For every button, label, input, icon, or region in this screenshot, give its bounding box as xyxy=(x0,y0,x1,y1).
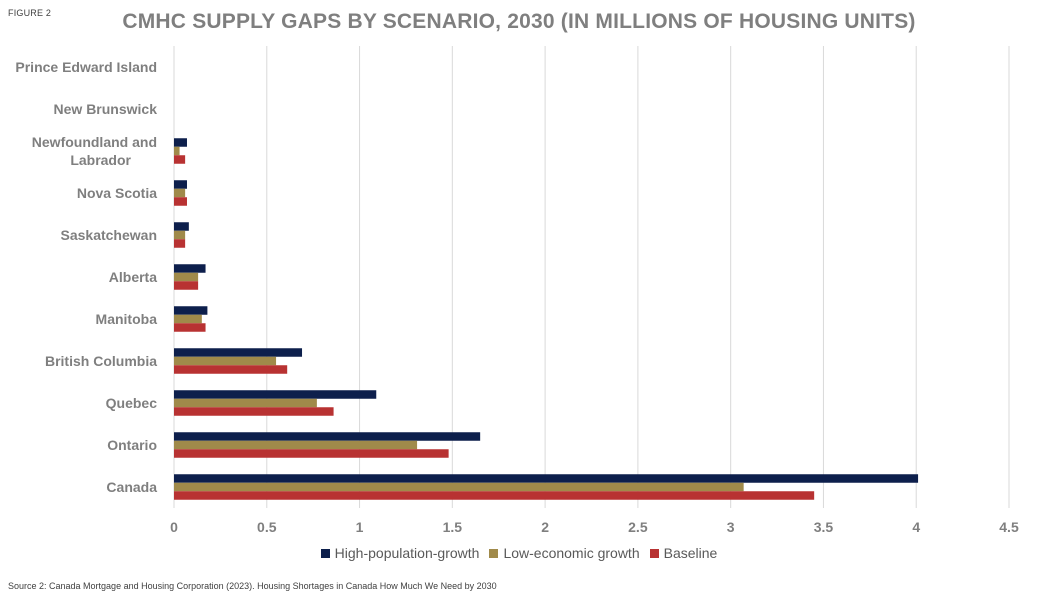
bar-ontario-baseline xyxy=(174,449,449,458)
bar-quebec-low-economic-growth xyxy=(174,398,317,408)
x-tick-label: 4.5 xyxy=(999,519,1019,535)
bar-saskatchewan-low-economic-growth xyxy=(174,230,186,240)
x-tick-labels: 0 0.5 1 1.5 2 2.5 3 3.5 4 4.5 xyxy=(170,519,1019,535)
bar-newfoundland-and-labrador-low-economic-growth xyxy=(174,146,180,156)
category-label-nova-scotia: Nova Scotia xyxy=(77,185,157,201)
bars xyxy=(174,138,919,500)
legend-swatch-low-economic-growth xyxy=(489,548,499,558)
x-tick-label: 1 xyxy=(356,519,364,535)
category-label-canada: Canada xyxy=(106,479,157,495)
x-tick-label: 3.5 xyxy=(814,519,834,535)
legend: High-population-growth Low-economic grow… xyxy=(0,545,1038,561)
legend-label-high-population-growth: High-population-growth xyxy=(334,545,480,561)
bar-alberta-low-economic-growth xyxy=(174,272,199,282)
category-label-new-brunswick: New Brunswick xyxy=(54,101,158,117)
bar-manitoba-high-population-growth xyxy=(174,306,208,315)
legend-swatch-high-population-growth xyxy=(320,548,330,558)
bar-newfoundland-and-labrador-high-population-growth xyxy=(174,138,187,147)
category-label-manitoba: Manitoba xyxy=(96,311,158,327)
gridlines xyxy=(173,46,1010,508)
category-label-ontario: Ontario xyxy=(107,437,157,453)
x-tick-label: 3 xyxy=(727,519,735,535)
category-label-saskatchewan: Saskatchewan xyxy=(61,227,158,243)
bar-british-columbia-low-economic-growth xyxy=(174,356,277,366)
bar-chart: Prince Edward Island New Brunswick Newfoun… xyxy=(15,46,1019,535)
legend-label-baseline: Baseline xyxy=(663,545,718,561)
bar-british-columbia-baseline xyxy=(174,365,288,374)
category-label-quebec: Quebec xyxy=(106,395,158,411)
source-note: Source 2: Canada Mortgage and Housing Co… xyxy=(8,581,497,591)
bar-nova-scotia-low-economic-growth xyxy=(174,188,186,198)
bar-manitoba-low-economic-growth xyxy=(174,314,202,324)
bar-british-columbia-high-population-growth xyxy=(174,348,303,357)
x-tick-label: 1.5 xyxy=(443,519,463,535)
category-label-newfoundland-and-labrador: Newfoundland and Labrador xyxy=(32,134,157,168)
bar-quebec-high-population-growth xyxy=(174,390,377,399)
bar-quebec-baseline xyxy=(174,407,334,416)
figure-label: FIGURE 2 xyxy=(8,8,52,18)
bar-nova-scotia-baseline xyxy=(174,197,187,206)
bar-canada-low-economic-growth xyxy=(174,482,744,492)
bar-canada-baseline xyxy=(174,491,815,500)
legend-label-low-economic-growth: Low-economic growth xyxy=(503,545,640,561)
bar-newfoundland-and-labrador-baseline xyxy=(174,155,186,164)
x-tick-label: 2 xyxy=(541,519,549,535)
x-tick-label: 4 xyxy=(912,519,920,535)
bar-canada-high-population-growth xyxy=(174,474,919,483)
bar-saskatchewan-high-population-growth xyxy=(174,222,189,231)
bar-alberta-high-population-growth xyxy=(174,264,206,273)
chart-title: CMHC SUPPLY GAPS BY SCENARIO, 2030 (IN M… xyxy=(122,10,916,33)
legend-item-high-population-growth: High-population-growth xyxy=(320,545,480,561)
category-label-british-columbia: British Columbia xyxy=(45,353,157,369)
bar-manitoba-baseline xyxy=(174,323,206,332)
bar-ontario-low-economic-growth xyxy=(174,440,418,450)
category-label-prince-edward-island: Prince Edward Island xyxy=(15,59,157,75)
x-tick-label: 0.5 xyxy=(257,519,277,535)
bar-saskatchewan-baseline xyxy=(174,239,186,248)
bar-nova-scotia-high-population-growth xyxy=(174,180,187,189)
category-labels: Prince Edward Island New Brunswick Newfoun… xyxy=(15,59,157,495)
bar-alberta-baseline xyxy=(174,281,199,290)
bar-ontario-high-population-growth xyxy=(174,432,481,441)
x-tick-label: 0 xyxy=(170,519,178,535)
legend-item-low-economic-growth: Low-economic growth xyxy=(489,545,640,561)
x-tick-label: 2.5 xyxy=(628,519,648,535)
legend-item-baseline: Baseline xyxy=(649,545,718,561)
category-label-alberta: Alberta xyxy=(109,269,157,285)
legend-swatch-baseline xyxy=(649,548,659,558)
